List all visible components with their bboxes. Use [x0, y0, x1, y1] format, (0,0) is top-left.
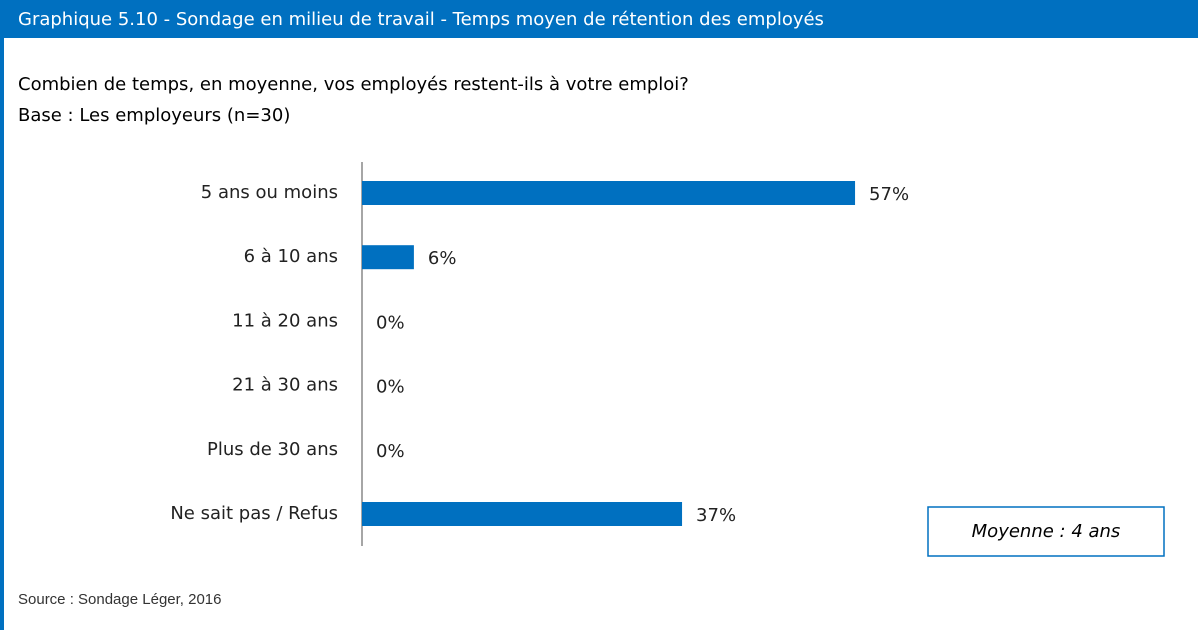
- category-label: Plus de 30 ans: [207, 439, 338, 460]
- bar: [362, 502, 683, 526]
- value-label: 57%: [869, 184, 909, 205]
- source: Source : Sondage Léger, 2016: [18, 591, 222, 608]
- annotation: Moyenne : 4 ans: [972, 521, 1121, 542]
- subtitle: Base : Les employeurs (n=30): [18, 105, 290, 126]
- subtitle: Combien de temps, en moyenne, vos employ…: [18, 74, 689, 95]
- category-label: 5 ans ou moins: [201, 182, 338, 203]
- value-label: 0%: [376, 312, 405, 333]
- category-label: Ne sait pas / Refus: [170, 503, 338, 524]
- value-label: 0%: [376, 377, 405, 398]
- left-border: [0, 0, 4, 630]
- value-label: 6%: [428, 248, 457, 269]
- category-label: 6 à 10 ans: [244, 246, 338, 267]
- value-label: 37%: [696, 505, 736, 526]
- bar: [362, 245, 414, 270]
- header-bar: [0, 0, 1198, 38]
- annotation-box: [927, 506, 1165, 557]
- category-label: 21 à 30 ans: [232, 375, 338, 396]
- value-label: 0%: [376, 441, 405, 462]
- category-label: 11 à 20 ans: [232, 310, 338, 331]
- bar: [362, 181, 856, 205]
- chart-title: Graphique 5.10 - Sondage en milieu de tr…: [18, 9, 824, 30]
